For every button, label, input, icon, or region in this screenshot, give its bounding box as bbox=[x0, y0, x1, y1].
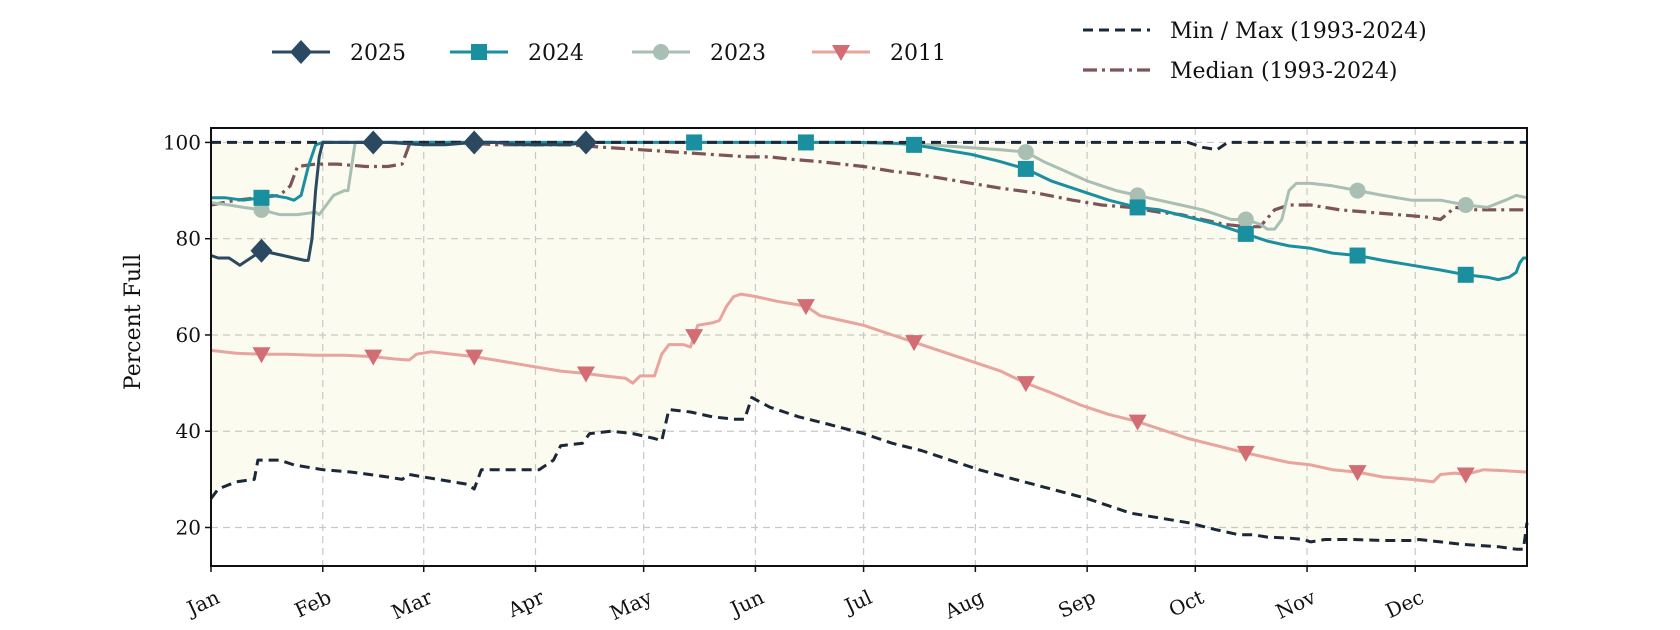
min-max-shaded-band bbox=[211, 142, 1527, 550]
series-line-median bbox=[210, 140, 1527, 229]
legend-item-2023: 2023 bbox=[632, 41, 766, 66]
y-tick-label: 20 bbox=[176, 515, 201, 539]
marker-2024 bbox=[1457, 266, 1474, 283]
x-tick-label: Mar bbox=[388, 585, 437, 625]
y-tick-label: 80 bbox=[176, 227, 201, 251]
x-tick-label: May bbox=[606, 584, 656, 625]
marker-2011 bbox=[685, 329, 704, 346]
marker-2011 bbox=[1456, 467, 1475, 484]
series-markers bbox=[250, 130, 1475, 484]
legend-item-minmax: Min / Max (1993-2024) bbox=[1083, 19, 1427, 44]
series-line-2023 bbox=[210, 140, 1528, 231]
legend-label: Min / Max (1993-2024) bbox=[1170, 19, 1427, 44]
marker-2011 bbox=[1128, 414, 1147, 431]
marker-2025 bbox=[574, 130, 597, 155]
legend-swatch-marker bbox=[471, 44, 487, 60]
plot-frame bbox=[210, 127, 1528, 567]
x-tick-label: Oct bbox=[1165, 585, 1207, 622]
legend-swatch-marker bbox=[832, 45, 850, 61]
series-line-minmax_min bbox=[209, 396, 1529, 551]
marker-2011 bbox=[252, 347, 271, 364]
x-tick-label: Feb bbox=[291, 585, 335, 623]
marker-2023 bbox=[1017, 144, 1034, 161]
legend-label: 2025 bbox=[350, 41, 406, 66]
marker-2024 bbox=[253, 189, 270, 206]
x-tick-label: Jan bbox=[181, 585, 223, 622]
marker-2024 bbox=[797, 134, 814, 151]
y-tick-label: 100 bbox=[163, 130, 201, 154]
legend-swatch-marker bbox=[653, 44, 669, 60]
marker-2023 bbox=[1349, 182, 1366, 199]
y-tick-label: 60 bbox=[176, 323, 201, 347]
legend-item-2024: 2024 bbox=[450, 41, 584, 66]
y-axis-title: Percent Full bbox=[121, 254, 146, 390]
x-tick-label: Sep bbox=[1054, 585, 1099, 623]
marker-2024 bbox=[1017, 160, 1034, 177]
series-line-2024 bbox=[211, 140, 1527, 282]
series-line-2011 bbox=[210, 292, 1528, 484]
grid-lines bbox=[211, 128, 1527, 566]
marker-2023 bbox=[1457, 197, 1474, 214]
marker-2023 bbox=[1237, 211, 1254, 228]
x-tick-label: Apr bbox=[503, 585, 548, 623]
marker-2011 bbox=[364, 349, 383, 366]
x-tick-label: Jul bbox=[839, 585, 876, 619]
marker-2024 bbox=[1237, 225, 1254, 242]
plot-border bbox=[210, 127, 1528, 567]
y-tick-label: 40 bbox=[176, 419, 201, 443]
x-tick-label: Nov bbox=[1272, 584, 1320, 623]
x-tick-label: Dec bbox=[1382, 585, 1428, 623]
legend-swatch-marker bbox=[290, 40, 312, 64]
marker-2011 bbox=[465, 349, 484, 366]
marker-2011 bbox=[905, 335, 924, 352]
marker-2025 bbox=[463, 130, 486, 155]
legend-label: 2011 bbox=[890, 41, 946, 66]
marker-2025 bbox=[362, 130, 385, 155]
marker-2024 bbox=[1349, 247, 1366, 264]
legend-label: Median (1993-2024) bbox=[1170, 59, 1398, 84]
marker-2011 bbox=[1016, 376, 1035, 393]
series-line-minmax_max bbox=[211, 140, 1527, 152]
legend-item-2025: 2025 bbox=[272, 40, 406, 66]
marker-2011 bbox=[1236, 445, 1255, 462]
marker-2011 bbox=[1348, 465, 1367, 482]
x-axis: Jan Feb Mar Apr May Jun Jul Aug Sep Oct Nov Dec bbox=[181, 566, 1427, 625]
legend-item-2011: 2011 bbox=[812, 41, 946, 66]
legend-label: 2024 bbox=[528, 41, 584, 66]
legend-item-median: Median (1993-2024) bbox=[1083, 59, 1398, 84]
marker-2024 bbox=[1129, 199, 1146, 216]
series-line-2025 bbox=[210, 140, 591, 267]
marker-2023 bbox=[253, 201, 270, 218]
legend: 2025 2024 2023 2011 Min / Max (1993-2024) Med… bbox=[272, 19, 1427, 84]
marker-2011 bbox=[576, 366, 595, 383]
x-tick-label: Aug bbox=[940, 585, 988, 624]
marker-2025 bbox=[250, 238, 273, 263]
marker-2024 bbox=[906, 136, 923, 153]
marker-2023 bbox=[1129, 187, 1146, 204]
x-tick-label: Jun bbox=[725, 585, 768, 622]
legend-label: 2023 bbox=[710, 41, 766, 66]
y-axis: 20 40 60 80 100 bbox=[163, 130, 211, 539]
marker-2011 bbox=[796, 299, 815, 316]
min-max-band bbox=[211, 142, 1527, 550]
marker-2024 bbox=[686, 134, 703, 151]
series-lines bbox=[209, 140, 1529, 551]
